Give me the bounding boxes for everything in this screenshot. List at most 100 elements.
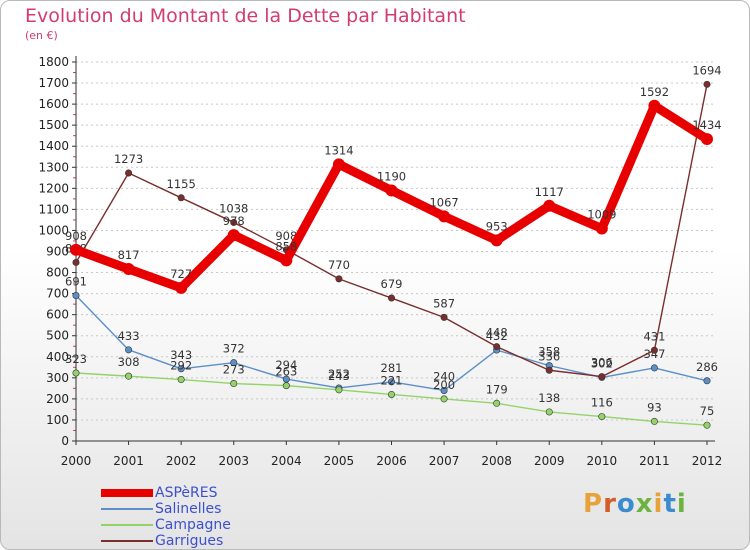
chart-title: Evolution du Montant de la Dette par Hab…: [25, 5, 466, 27]
data-point-garrigues: [125, 169, 133, 177]
y-tick-label: 1800: [38, 55, 69, 69]
data-point-salinelles: [125, 346, 133, 354]
chart-subtitle: (en €): [25, 29, 58, 42]
data-label-salinelles: 240: [433, 369, 455, 383]
data-label-asp-res: 1067: [429, 195, 458, 209]
brand-letter: P: [583, 489, 604, 519]
brand-letter: t: [663, 489, 677, 519]
data-label-salinelles: 343: [170, 348, 192, 362]
data-point-campagne: [125, 372, 133, 380]
data-label-garrigues: 306: [591, 356, 613, 370]
data-point-campagne: [545, 408, 553, 416]
legend-label-garrigues: Garrigues: [155, 533, 224, 549]
legend-swatch-asperes: [101, 489, 153, 497]
x-tick-label: 2011: [639, 454, 670, 468]
legend-swatch-campagne: [101, 524, 153, 526]
data-point-campagne: [440, 395, 448, 403]
data-label-campagne: 75: [700, 404, 715, 418]
data-point-garrigues: [493, 343, 501, 351]
y-tick-label: 800: [46, 266, 69, 280]
data-label-campagne: 221: [381, 373, 403, 387]
data-label-salinelles: 358: [538, 345, 560, 359]
y-tick-label: 300: [46, 371, 69, 385]
y-tick-label: 100: [46, 413, 69, 427]
data-label-campagne: 323: [65, 352, 87, 366]
data-label-campagne: 273: [223, 363, 245, 377]
data-label-asp-res: 978: [223, 214, 245, 228]
data-label-salinelles: 433: [118, 329, 140, 343]
data-label-campagne: 308: [118, 355, 140, 369]
data-point-campagne: [650, 417, 658, 425]
data-point-asp-res: [385, 184, 398, 197]
data-label-asp-res: 817: [118, 248, 140, 262]
data-label-campagne: 93: [647, 400, 662, 414]
data-label-asp-res: 953: [486, 219, 508, 233]
data-label-campagne: 292: [170, 359, 192, 373]
data-point-garrigues: [598, 373, 606, 381]
y-tick-label: 1000: [38, 223, 69, 237]
data-label-campagne: 263: [275, 365, 297, 379]
data-point-asp-res: [595, 222, 608, 235]
y-tick-label: 1600: [38, 97, 69, 111]
data-label-salinelles: 252: [328, 367, 350, 381]
brand-logo: Proxiti: [583, 489, 687, 519]
data-point-salinelles: [387, 378, 395, 386]
data-label-garrigues: 336: [538, 349, 560, 363]
series-line-asp-res: [71, 101, 712, 293]
data-label-garrigues: 448: [486, 326, 508, 340]
y-tick-label: 1500: [38, 118, 69, 132]
data-label-asp-res: 1592: [640, 85, 669, 99]
data-point-asp-res: [648, 99, 661, 112]
data-point-campagne: [282, 382, 290, 390]
y-tick-label: 1100: [38, 202, 69, 216]
data-point-garrigues: [335, 275, 343, 283]
data-label-garrigues: 1273: [114, 152, 143, 166]
data-point-asp-res: [175, 281, 188, 294]
data-label-asp-res: 727: [170, 267, 192, 281]
y-tick-label: 1400: [38, 139, 69, 153]
data-point-asp-res: [332, 158, 345, 171]
data-point-asp-res: [227, 229, 240, 242]
data-point-garrigues: [545, 366, 553, 374]
y-tick-label: 0: [61, 434, 69, 448]
x-tick-label: 2010: [587, 454, 618, 468]
data-point-asp-res: [490, 234, 503, 247]
x-tick-label: 2009: [534, 454, 565, 468]
data-point-campagne: [177, 376, 185, 384]
data-label-campagne: 116: [591, 396, 613, 410]
legend-swatch-salinelles: [101, 508, 153, 510]
data-label-garrigues: 1694: [692, 63, 721, 77]
data-point-campagne: [598, 413, 606, 421]
data-point-garrigues: [72, 258, 80, 266]
y-tick-label: 200: [46, 392, 69, 406]
data-point-garrigues: [230, 218, 238, 226]
data-label-asp-res: 1117: [535, 185, 564, 199]
y-tick-label: 700: [46, 287, 69, 301]
data-label-salinelles: 286: [696, 360, 718, 374]
data-point-asp-res: [70, 243, 82, 256]
data-label-asp-res: 1434: [692, 118, 721, 132]
data-label-salinelles: 294: [275, 358, 297, 372]
data-point-salinelles: [177, 365, 185, 373]
data-label-campagne: 200: [433, 378, 455, 392]
y-tick-label: 600: [46, 308, 69, 322]
data-point-asp-res: [280, 254, 293, 267]
data-point-asp-res: [122, 262, 135, 275]
brand-letter: x: [635, 489, 654, 519]
legend-label-campagne: Campagne: [155, 517, 231, 533]
data-point-asp-res: [543, 199, 556, 212]
data-label-garrigues: 431: [643, 329, 665, 343]
y-tick-label: 1200: [38, 181, 69, 195]
data-label-garrigues: 908: [275, 229, 297, 243]
data-point-salinelles: [72, 292, 80, 300]
data-label-salinelles: 432: [486, 329, 508, 343]
data-label-campagne: 138: [538, 391, 560, 405]
x-tick-label: 2006: [376, 454, 407, 468]
y-tick-label: 500: [46, 329, 69, 343]
brand-letter: i: [653, 489, 664, 519]
x-tick-label: 2008: [481, 454, 512, 468]
x-tick-label: 2003: [218, 454, 249, 468]
data-label-garrigues: 587: [433, 296, 455, 310]
